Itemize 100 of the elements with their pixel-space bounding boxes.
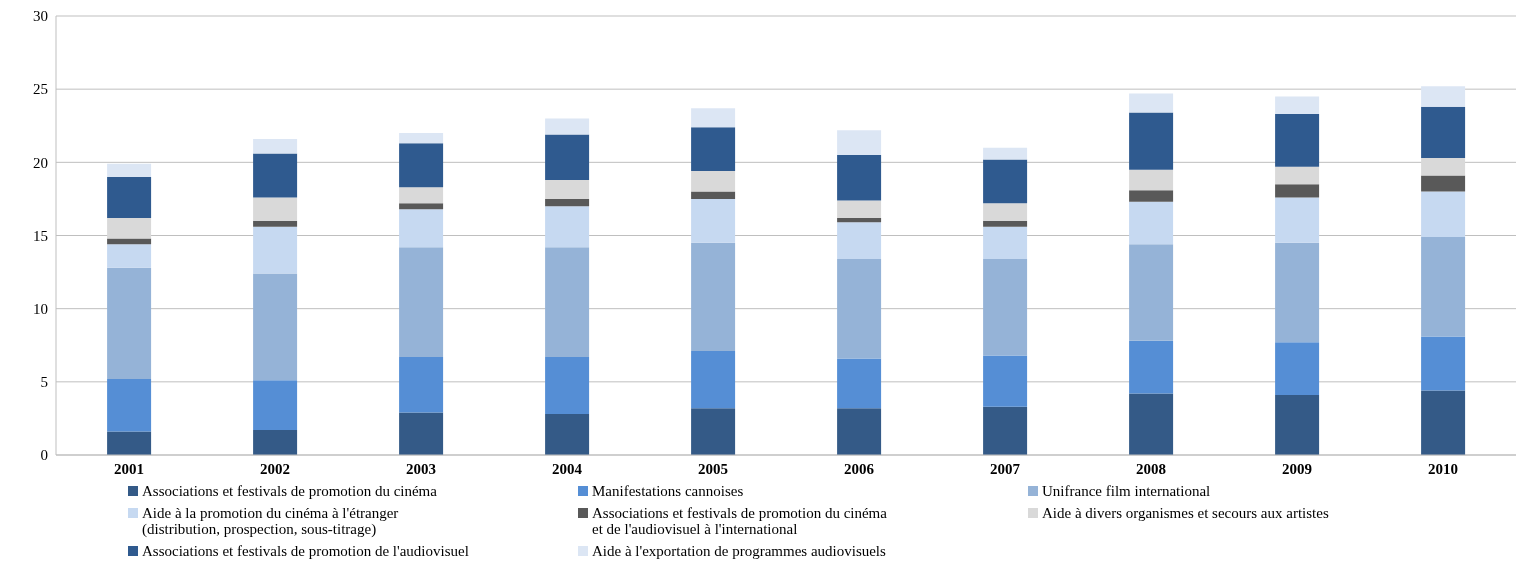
legend-label: Aide à l'exportation de programmes audiovisuels: [592, 543, 886, 559]
bar: [1275, 395, 1320, 455]
bar: [691, 191, 736, 199]
bar: [1129, 393, 1174, 455]
bar: [837, 130, 882, 156]
bar: [399, 209, 444, 248]
legend-label: Aide à divers organismes et secours aux artistes: [1042, 505, 1329, 521]
bar: [983, 147, 1028, 160]
bar: [1129, 340, 1174, 394]
x-tick-label: 2001: [114, 460, 144, 477]
bar: [399, 133, 444, 144]
x-tick-label: 2003: [406, 460, 436, 477]
bar: [399, 247, 444, 357]
legend-label: Associations et festivals de promotion du cinéma: [142, 483, 437, 499]
legend-label: Aide à la promotion du cinéma à l'étranger (distribution, prospection, sous-titrage): [142, 505, 399, 537]
y-tick-label: 20: [33, 154, 48, 171]
bar: [1275, 342, 1320, 395]
bar: [545, 206, 590, 248]
y-tick-label: 10: [33, 300, 48, 317]
y-tick-label: 5: [40, 374, 48, 391]
y-tick-label: 15: [33, 227, 48, 244]
bar: [691, 351, 736, 409]
bar: [253, 226, 298, 274]
bar: [1421, 86, 1466, 107]
bar: [253, 153, 298, 198]
bar: [545, 198, 590, 207]
bar: [253, 220, 298, 227]
bar: [253, 138, 298, 154]
bar: [107, 244, 152, 268]
bar: [545, 247, 590, 357]
x-tick-label: 2007: [990, 460, 1021, 477]
bar: [545, 356, 590, 415]
bar: [691, 108, 736, 128]
bar: [399, 203, 444, 210]
x-tick-label: 2004: [552, 460, 583, 477]
bar: [983, 220, 1028, 227]
bar: [107, 378, 152, 432]
bar: [107, 176, 152, 218]
bar: [983, 355, 1028, 407]
bar: [837, 358, 882, 409]
bar: [691, 127, 736, 172]
bar: [253, 197, 298, 221]
y-tick-label: 25: [33, 81, 48, 98]
bar: [107, 267, 152, 379]
bar: [691, 242, 736, 352]
bar: [253, 273, 298, 381]
legend-label: Manifestations cannoises: [592, 483, 744, 499]
y-tick-label: 30: [33, 8, 48, 25]
bar: [1129, 112, 1174, 170]
bar: [983, 226, 1028, 259]
bar: [253, 380, 298, 431]
bar: [107, 431, 152, 455]
bar: [545, 179, 590, 199]
bar: [837, 200, 882, 218]
bar: [983, 159, 1028, 204]
bar: [691, 171, 736, 192]
legend-label: Associations et festivals de promotion de l'audiovisuel: [142, 543, 469, 559]
bar: [1129, 201, 1174, 245]
bar: [1421, 175, 1466, 192]
bar: [1421, 157, 1466, 176]
bar: [399, 412, 444, 455]
bar: [545, 118, 590, 135]
bar: [107, 217, 152, 239]
bar: [691, 198, 736, 243]
bar: [545, 414, 590, 455]
bar: [1275, 166, 1320, 185]
bar: [399, 356, 444, 413]
bar: [1129, 93, 1174, 113]
bar: [253, 430, 298, 455]
bar: [399, 143, 444, 188]
bar: [545, 134, 590, 180]
bar: [983, 203, 1028, 221]
x-tick-label: 2008: [1136, 460, 1166, 477]
bar: [983, 258, 1028, 356]
bar: [1129, 190, 1174, 202]
bar: [1421, 106, 1466, 158]
x-tick-label: 2010: [1428, 460, 1458, 477]
bar: [837, 155, 882, 201]
bar: [1275, 114, 1320, 167]
bar: [1275, 96, 1320, 115]
bar: [1275, 242, 1320, 343]
legend-label: Associations et festivals de promotion du cinéma et de l'audiovisuel à l'international: [592, 505, 887, 537]
bar: [107, 163, 152, 177]
bar: [1421, 236, 1466, 337]
bar: [837, 258, 882, 359]
legend-label: Unifrance film international: [1042, 483, 1211, 499]
x-tick-label: 2006: [844, 460, 875, 477]
bar: [1421, 390, 1466, 455]
bar: [399, 187, 444, 204]
bar: [691, 408, 736, 455]
bar: [1421, 191, 1466, 237]
bar: [983, 406, 1028, 455]
bar: [107, 238, 152, 245]
bar: [1275, 197, 1320, 243]
x-tick-label: 2002: [260, 460, 290, 477]
x-tick-label: 2009: [1282, 460, 1312, 477]
bar: [837, 408, 882, 455]
bar: [1275, 184, 1320, 198]
bar: [1129, 169, 1174, 191]
bar: [1129, 244, 1174, 341]
